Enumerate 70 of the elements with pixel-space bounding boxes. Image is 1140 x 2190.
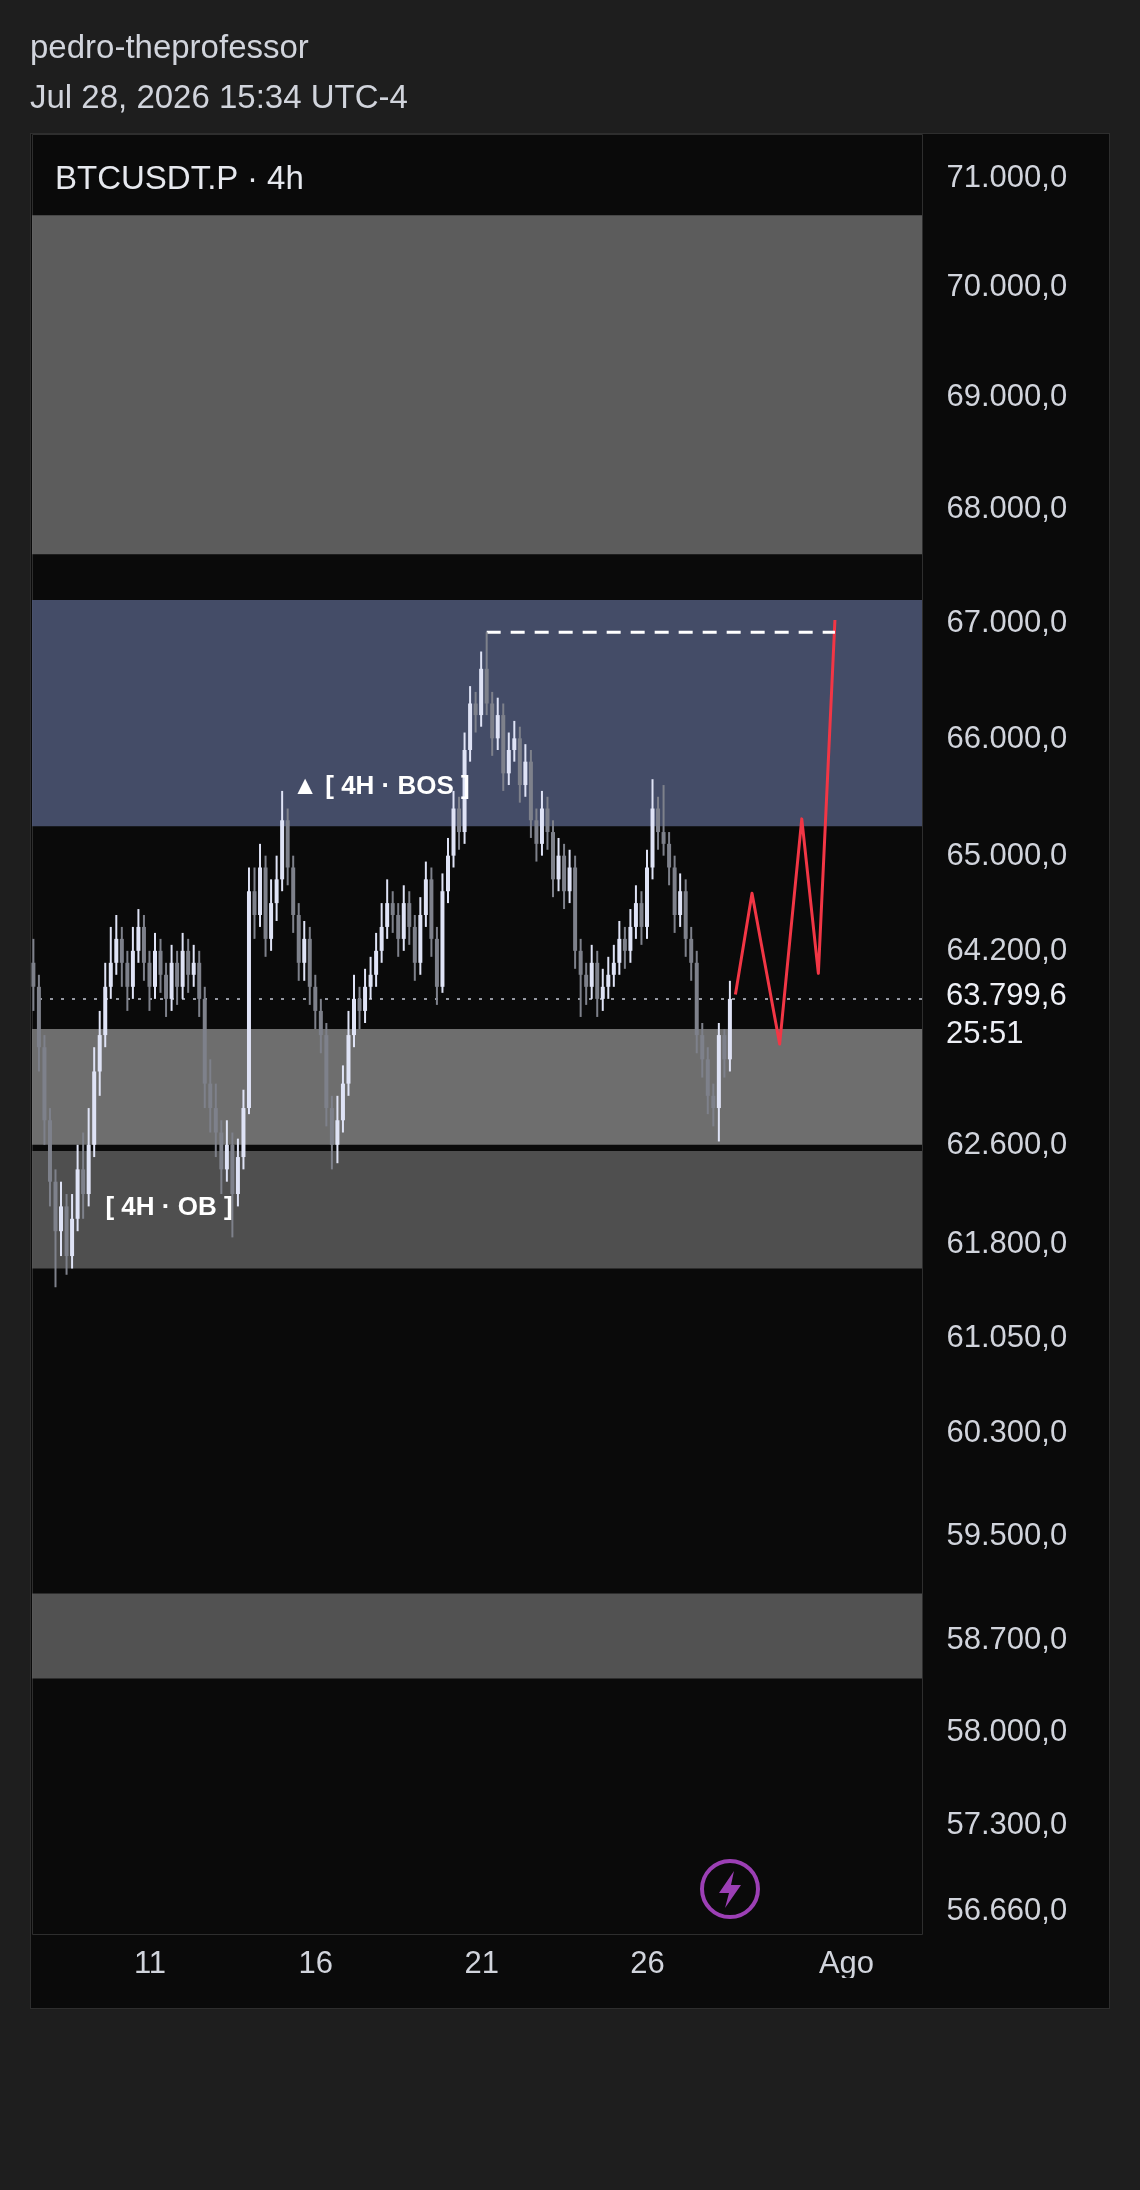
y-tick-label: 71.000,0 [946, 158, 1068, 194]
candlestick [191, 943, 196, 988]
candlestick [274, 854, 279, 922]
y-tick-label: 56.660,0 [946, 1892, 1068, 1928]
annotation: [ 4H · OB ] [105, 1191, 233, 1221]
x-tick-label: 21 [464, 1944, 499, 1980]
candlestick [473, 690, 478, 734]
annotation: BTCUSDT.P · 4h [55, 159, 304, 196]
y-tick-label: 60.300,0 [946, 1413, 1068, 1449]
candlestick [252, 866, 257, 940]
y-tick-label: 58.700,0 [946, 1620, 1068, 1656]
candlestick [385, 878, 390, 940]
candlestick [639, 890, 644, 946]
candlestick [689, 925, 694, 982]
y-tick-label: 70.000,0 [946, 267, 1068, 303]
y-tick-label: 61.050,0 [946, 1318, 1068, 1354]
y-tick-label: 65.000,0 [946, 837, 1068, 873]
candlestick [622, 925, 627, 970]
x-tick-label: 11 [133, 1944, 167, 1980]
y-tick-label: 57.300,0 [946, 1806, 1068, 1842]
candlestick [600, 967, 605, 1012]
candlestick [567, 848, 572, 905]
y-tick-label: 59.500,0 [946, 1516, 1068, 1552]
candlestick [545, 795, 550, 851]
y-tick-label: 61.800,0 [946, 1225, 1068, 1261]
candlestick [611, 943, 616, 988]
candlestick [379, 902, 384, 964]
candlestick [302, 919, 307, 982]
candlestick [407, 890, 412, 946]
y-tick-label: 67.000,0 [946, 604, 1068, 640]
chart-title: pedro-theprofessor [30, 27, 310, 67]
candlestick [390, 890, 395, 934]
candlestick [578, 937, 583, 1018]
ref-line-label: 63.799,6 25:51 [946, 976, 1067, 1050]
candlestick [158, 937, 163, 994]
y-tick-label: 58.000,0 [946, 1712, 1068, 1748]
candlestick [633, 884, 638, 940]
candlestick [186, 937, 191, 994]
candlestick [495, 696, 500, 751]
candlestick [678, 872, 683, 928]
candlestick [506, 731, 511, 787]
candlestick [523, 743, 528, 798]
candlestick [368, 955, 373, 1000]
y-tick-label: 62.600,0 [946, 1126, 1068, 1162]
y-tick-label: 64.200,0 [946, 932, 1068, 968]
candlestick [374, 931, 379, 988]
candlestick [534, 807, 539, 863]
x-tick-label: 26 [630, 1944, 665, 1980]
candlestick [119, 925, 124, 988]
chart-subtitle: Jul 28, 2026 15:34 UTC-4 [30, 77, 408, 117]
y-tick-label: 66.000,0 [946, 719, 1068, 755]
candlestick [512, 719, 517, 763]
line-series [733, 618, 837, 1046]
candlestick [584, 961, 589, 1006]
candlestick [628, 908, 633, 964]
candlestick [661, 784, 666, 857]
candlestick [606, 955, 611, 1000]
x-tick-label: 16 [298, 1944, 334, 1980]
candlestick [136, 908, 141, 964]
candlestick [667, 831, 672, 887]
candlestick [711, 1082, 716, 1128]
candlestick [457, 795, 462, 851]
annotation: ▲ [ 4H · BOS ] [292, 770, 470, 800]
candlestick [114, 914, 119, 976]
candlestick [617, 919, 622, 976]
y-tick-label: 69.000,0 [946, 378, 1068, 414]
candlestick [396, 902, 401, 958]
candlestick [556, 836, 561, 893]
y-tick-label: 68.000,0 [946, 490, 1068, 526]
candlestick [656, 795, 661, 851]
